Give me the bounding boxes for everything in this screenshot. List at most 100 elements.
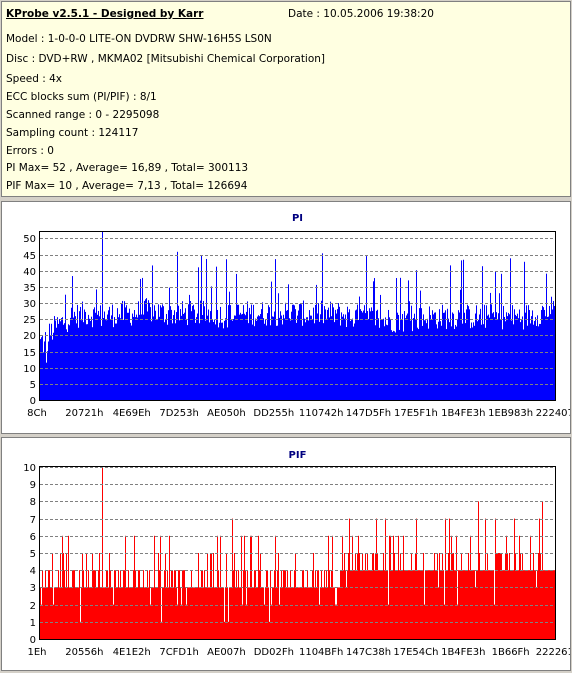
pi-bar	[371, 307, 372, 400]
pi-bar	[129, 308, 130, 400]
pi-bar	[535, 317, 536, 400]
pi-bar	[42, 335, 43, 400]
pif-bar	[140, 587, 141, 639]
pif-bar	[178, 570, 179, 639]
pif-bar	[194, 587, 195, 639]
pif-bar	[303, 570, 304, 639]
pi-bar	[169, 287, 170, 400]
pif-bar	[237, 587, 238, 639]
pif-bar	[436, 570, 437, 639]
pi-bar	[392, 331, 393, 400]
pi-bar	[390, 318, 391, 400]
pi-bar	[233, 319, 234, 400]
pif-bar	[382, 570, 383, 639]
pif-bar	[416, 518, 417, 639]
pif-bar	[244, 535, 245, 639]
pif-bar	[75, 587, 76, 639]
pi-bar	[388, 309, 389, 400]
pif-bar	[454, 570, 455, 639]
pi-xtick-label: AE050h	[207, 408, 246, 419]
pi-bar	[140, 278, 141, 400]
pi-bar	[377, 309, 378, 400]
pi-ytick-label: 40	[23, 267, 36, 278]
pi-bar	[76, 323, 77, 400]
pi-bar	[391, 330, 392, 400]
pi-xtick-label: 147D5Fh	[346, 408, 391, 419]
pif-bar	[268, 587, 269, 639]
pi-bar	[518, 318, 519, 400]
pi-ytick-label: 50	[23, 234, 36, 245]
pi-bar	[48, 341, 49, 400]
pi-bar	[525, 312, 526, 400]
pi-bar	[81, 320, 82, 400]
pi-ytick-label: 15	[23, 348, 36, 359]
pif-bar	[370, 570, 371, 639]
pif-bar	[366, 570, 367, 639]
pi-bar	[61, 318, 62, 400]
pif-bar	[297, 587, 298, 639]
pif-bar	[348, 553, 349, 639]
pif-bar	[465, 570, 466, 639]
pif-bar	[261, 587, 262, 639]
pif-bar	[428, 570, 429, 639]
pi-bar	[336, 313, 337, 400]
pi-bar	[506, 312, 507, 400]
pif-bar	[405, 570, 406, 639]
pi-bar	[58, 323, 59, 400]
pi-bar	[547, 316, 548, 400]
pif-bar	[320, 587, 321, 639]
pi-bar	[91, 316, 92, 400]
pi-bar	[107, 314, 108, 400]
pif-bar	[522, 553, 523, 639]
pi-bar	[432, 310, 433, 400]
pif-bar	[285, 570, 286, 639]
pif-bar	[185, 587, 186, 639]
pi-bar	[536, 325, 537, 400]
pi-bar	[285, 302, 286, 400]
pif-bar	[227, 587, 228, 639]
pi-bar	[485, 327, 486, 400]
pif-bar	[429, 570, 430, 639]
pi-bar	[104, 311, 105, 400]
pif-bar	[150, 604, 151, 639]
pif-bar	[406, 570, 407, 639]
pif-bar	[547, 570, 548, 639]
pif-bar	[343, 570, 344, 639]
pi-bar	[509, 314, 510, 400]
pi-bar	[156, 319, 157, 400]
pi-bar	[263, 318, 264, 400]
pif-bar	[339, 587, 340, 639]
pif-bar	[489, 570, 490, 639]
pi-bar	[195, 322, 196, 400]
pif-bar	[51, 587, 52, 639]
pi-bar	[191, 311, 192, 400]
pi-bar	[246, 311, 247, 400]
pi-bar	[394, 331, 395, 400]
pi-bar	[511, 320, 512, 400]
pi-bar	[247, 301, 248, 400]
pif-bar	[376, 518, 377, 639]
pif-bar	[126, 587, 127, 639]
pif-bar	[322, 587, 323, 639]
pif-bar	[90, 587, 91, 639]
pif-bar	[277, 570, 278, 639]
pi-bar	[231, 319, 232, 400]
pif-bar	[136, 587, 137, 639]
pi-bar	[298, 310, 299, 400]
pif-bar	[404, 570, 405, 639]
pif-bar	[224, 621, 225, 639]
pif-bar	[72, 570, 73, 639]
pi-bar	[545, 316, 546, 400]
info-sampling: Sampling count : 124117	[6, 127, 139, 139]
pi-bar	[433, 314, 434, 400]
pi-bar	[504, 316, 505, 400]
pif-ytick-label: 8	[30, 497, 36, 508]
pi-bar	[305, 322, 306, 400]
pif-bar	[121, 587, 122, 639]
pi-bar	[384, 326, 385, 400]
pi-bar	[490, 292, 491, 400]
pi-bar	[339, 306, 340, 400]
pif-bar	[231, 587, 232, 639]
pif-bar	[83, 570, 84, 639]
pif-bar	[333, 587, 334, 639]
